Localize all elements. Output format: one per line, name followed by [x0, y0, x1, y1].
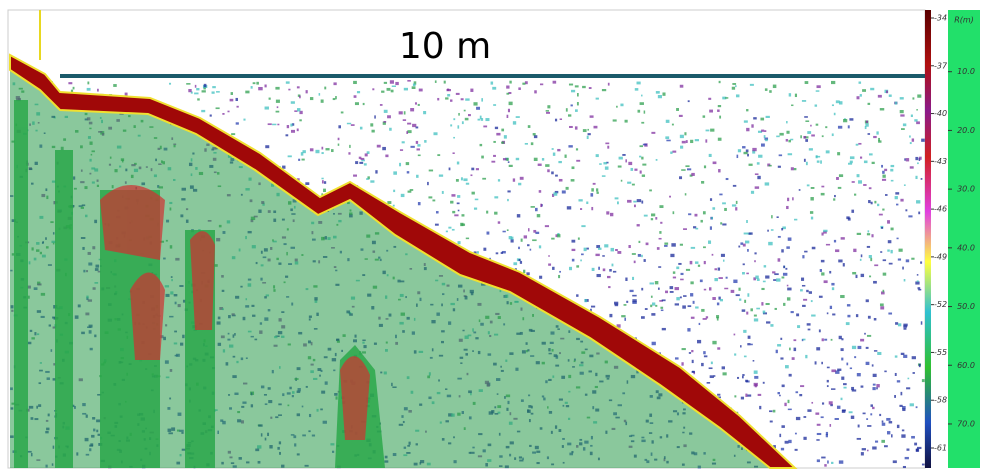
depth-tick-label: 60.0 — [957, 361, 975, 370]
depth-tick-label: 40.0 — [957, 243, 975, 252]
depth-axis-label: R(m) — [954, 16, 974, 25]
depth-tick-label: 20.0 — [957, 126, 975, 135]
depth-bar — [948, 10, 980, 468]
color-tick-label: -40 — [934, 109, 947, 118]
color-tick-label: -43 — [934, 157, 947, 166]
color-tick-label: -61 — [934, 444, 947, 453]
color-tick-label: -52 — [934, 300, 947, 309]
depth-tick-label: 30.0 — [957, 185, 975, 194]
scale-label: 10 m — [399, 26, 491, 67]
depth-tick-label: 50.0 — [957, 302, 975, 311]
depth-tick-label: 10.0 — [957, 67, 975, 76]
seabed-echo — [9, 53, 798, 469]
color-tick-label: -55 — [934, 348, 947, 357]
color-tick-label: -37 — [934, 61, 948, 70]
depth-tick-label: 70.0 — [957, 419, 975, 428]
color-tick-label: -34 — [934, 14, 947, 23]
echo-peaks — [100, 185, 370, 440]
color-tick-label: -46 — [934, 205, 947, 214]
color-bar — [925, 10, 931, 468]
color-tick-label: -58 — [934, 396, 947, 405]
color-tick-label: -49 — [934, 252, 947, 261]
